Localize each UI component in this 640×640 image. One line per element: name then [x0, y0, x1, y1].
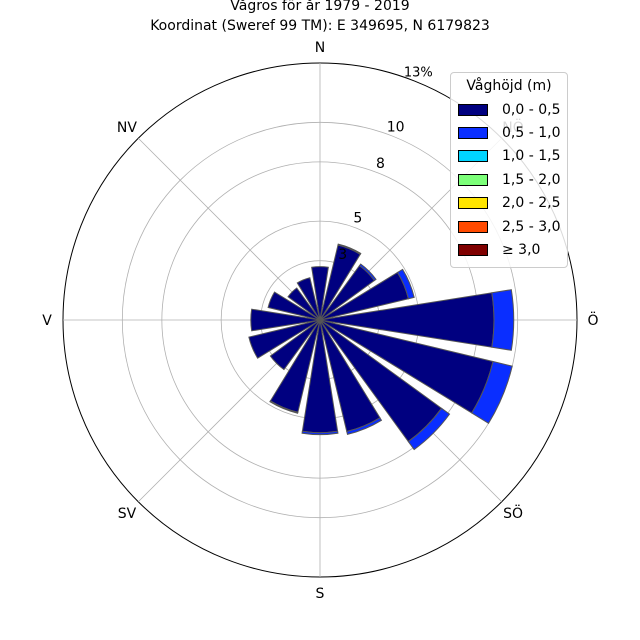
direction-label-s: S: [316, 586, 325, 602]
direction-label-n: N: [315, 40, 325, 56]
legend-swatch-5: [458, 220, 488, 233]
radial-tick-label-1: 5: [353, 211, 362, 227]
chart-subtitle: Koordinat (Sweref 99 TM): E 349695, N 61…: [150, 18, 490, 34]
legend: Våghöjd (m) 0,0 - 0,5 0,5 - 1,0 1,0 - 1,5 1…: [450, 72, 568, 268]
legend-item-4: 2,0 - 2,5: [451, 192, 567, 215]
sector-15-bin-0: [296, 277, 321, 321]
sector-5-bin-1: [471, 360, 513, 424]
legend-label-3: 1,5 - 2,0: [502, 171, 561, 188]
direction-label-sö: SÖ: [503, 504, 523, 522]
sector-2-bin-1: [358, 263, 377, 282]
legend-label-2: 1,0 - 1,5: [502, 148, 561, 165]
sector-7-bin-1: [346, 417, 383, 435]
legend-swatch-0: [458, 103, 488, 116]
legend-swatch-3: [458, 173, 488, 186]
sector-9-bin-1: [269, 400, 299, 414]
sector-8-bin-1: [301, 430, 339, 436]
radial-tick-label-2: 8: [376, 156, 385, 172]
legend-title: Våghöjd (m): [466, 78, 552, 94]
legend-label-4: 2,0 - 2,5: [502, 195, 561, 212]
sector-0-bin-0: [311, 266, 329, 321]
grid-spoke-1: [137, 137, 321, 321]
legend-label-1: 0,5 - 1,0: [502, 125, 561, 142]
legend-label-5: 2,5 - 3,0: [502, 218, 561, 235]
legend-items: 0,0 - 0,5 0,5 - 1,0 1,0 - 1,5 1,5 - 2,0 2,0 …: [451, 98, 567, 262]
legend-item-6: ≥ 3,0: [451, 238, 567, 261]
legend-item-2: 1,0 - 1,5: [451, 145, 567, 168]
radial-tick-label-0: 3: [338, 247, 347, 263]
chart-title: Vågros för år 1979 - 2019: [230, 0, 410, 14]
direction-label-nv: NV: [117, 120, 137, 136]
sector-6-bin-1: [407, 407, 451, 451]
sector-4-bin-1: [491, 289, 515, 351]
sector-10-bin-0: [269, 319, 321, 371]
sector-3-bin-1: [396, 268, 415, 300]
legend-label-0: 0,0 - 0,5: [502, 101, 561, 118]
legend-item-5: 2,5 - 3,0: [451, 215, 567, 238]
legend-swatch-6: [458, 244, 488, 257]
bar-sectors: [248, 243, 515, 451]
radial-tick-label-3: 10: [387, 119, 405, 135]
legend-item-1: 0,5 - 1,0: [451, 121, 567, 144]
legend-swatch-2: [458, 150, 488, 163]
legend-swatch-4: [458, 197, 488, 210]
legend-item-0: 0,0 - 0,5: [451, 98, 567, 121]
direction-label-v: V: [42, 313, 52, 329]
sector-11-bin-0: [248, 319, 321, 359]
direction-label-sv: SV: [118, 506, 137, 522]
radial-tick-label-4: 13%: [404, 66, 433, 81]
sector-13-bin-0: [267, 291, 321, 321]
legend-item-3: 1,5 - 2,0: [451, 168, 567, 191]
legend-swatch-1: [458, 127, 488, 140]
direction-label-ö: Ö: [587, 311, 598, 329]
sector-1-bin-1: [337, 243, 362, 255]
sector-14-bin-0: [287, 287, 321, 321]
legend-label-6: ≥ 3,0: [502, 242, 541, 259]
sector-12-bin-0: [250, 308, 321, 332]
